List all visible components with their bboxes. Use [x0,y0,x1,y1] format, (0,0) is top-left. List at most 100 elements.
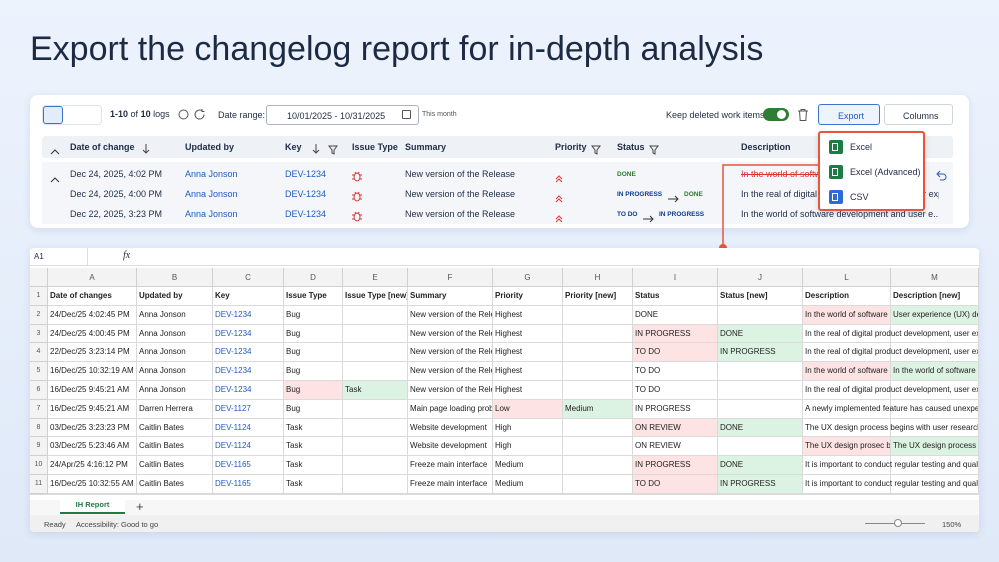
cell-bg [891,287,979,306]
toggle[interactable] [763,108,789,121]
cell-bg [803,399,891,419]
cell-bg [633,475,718,494]
view-switcher[interactable] [42,105,102,125]
cell: TO DO [635,347,661,357]
cell: Anna Jonson [139,366,186,376]
cell: It is important to conduct regular testi… [805,479,978,488]
key: DEV-1234 [285,169,327,179]
cell: TO DO [635,366,661,376]
cell-bg [563,362,633,381]
cell: Highest [495,366,523,376]
cell: Anna Jonson [139,347,186,357]
export-menu: Excel Excel (Advanced) CSV [818,131,925,211]
cell-bg [284,362,343,381]
zoom: 150% [942,520,962,529]
cell: DEV-1127 [215,403,251,413]
user: Anna Jonson [185,169,238,179]
row-number: 8 [30,418,48,438]
cell-bg [213,437,284,457]
add-sheet[interactable]: + [136,499,144,514]
cell-bg [633,305,718,325]
menu-item[interactable]: Excel [850,142,873,152]
cell-bg [343,456,408,475]
columns-button[interactable]: Columns [884,104,953,125]
cell: Medium [495,460,524,470]
trash-icon[interactable] [796,108,810,122]
date-input[interactable]: 10/01/2025 - 10/31/2025 [266,105,419,125]
cell-bg [343,475,408,494]
zoom-thumb[interactable] [894,519,902,527]
cell-bg [891,418,979,438]
corner [30,268,48,287]
cell: DEV-1234 [215,309,252,319]
filter-icon [328,142,338,160]
cell: In the world of software development [805,309,890,319]
info-refresh-icons[interactable] [178,108,208,121]
cell-bg [284,287,343,306]
tab-bar [30,498,979,515]
status: Ready [44,520,66,529]
cell-bg [891,381,979,400]
cell-bg [563,381,633,400]
cell: High [495,441,512,451]
cell-bg [284,475,343,494]
cell-bg [213,418,284,438]
cell-bg [284,399,343,419]
cell-bg [891,305,979,325]
column-header: Date of change [70,142,135,152]
cell-bg [718,381,803,400]
date: Dec 22, 2025, 3:23 PM [70,209,163,219]
date: Dec 24, 2025, 4:00 PM [70,189,163,199]
export-button[interactable]: Export [818,104,880,125]
cell-bg [563,287,633,306]
cell-ref: A1 [34,252,44,261]
accessibility: Accessibility: Good to go [76,520,159,529]
cell-bg [284,324,343,344]
cell-bg [493,324,563,344]
menu-item[interactable]: Excel (Advanced) [850,167,921,177]
status-from: IN PROGRESS [617,191,663,198]
cell-bg [493,475,563,494]
cell-bg [48,287,137,306]
cell-bg [718,362,803,381]
column-letter: H [563,268,633,287]
cell-bg [343,305,408,325]
file-icon-mark [832,168,838,176]
cell: 16/Dec/25 10:32:19 AM [50,366,134,376]
summary: New version of the Release [405,169,516,179]
cell-bg [718,456,803,475]
cell: Low [495,403,510,413]
cell-bg [408,418,493,438]
cell-bg [633,437,718,457]
cell-bg [563,456,633,475]
user: Anna Jonson [185,209,238,219]
cell: New version of the Release [410,347,492,357]
cell-bg [408,287,493,306]
list-view-button[interactable] [43,106,63,124]
cell: Caitlin Bates [139,441,184,451]
user: Anna Jonson [185,189,238,199]
cell-bg [803,381,891,400]
cell-bg [213,362,284,381]
cell: Highest [495,347,523,357]
cell: DEV-1234 [215,366,252,376]
sheet-tab[interactable]: IH Report [60,498,125,514]
cell-bg [891,437,979,457]
cell-bg [493,362,563,381]
cell: Task [345,385,362,394]
cell: In the world of software development [805,366,890,376]
spreadsheet: A1 fx IH Report + Ready Accessibility: G… [30,248,979,532]
cell: New version of the Release [410,328,492,338]
cell-bg [803,418,891,438]
cell-bg [213,305,284,325]
menu-item[interactable]: CSV [850,192,869,202]
cell: Website development [410,441,487,451]
cell: IN PROGRESS [720,347,776,357]
cell: 24/Dec/25 4:02:45 PM [50,309,130,319]
cell-bg [493,399,563,419]
column-letter: G [493,268,563,287]
header-cell: Priority [new] [565,291,617,300]
cell-bg [718,399,803,419]
column-letter: D [284,268,343,287]
